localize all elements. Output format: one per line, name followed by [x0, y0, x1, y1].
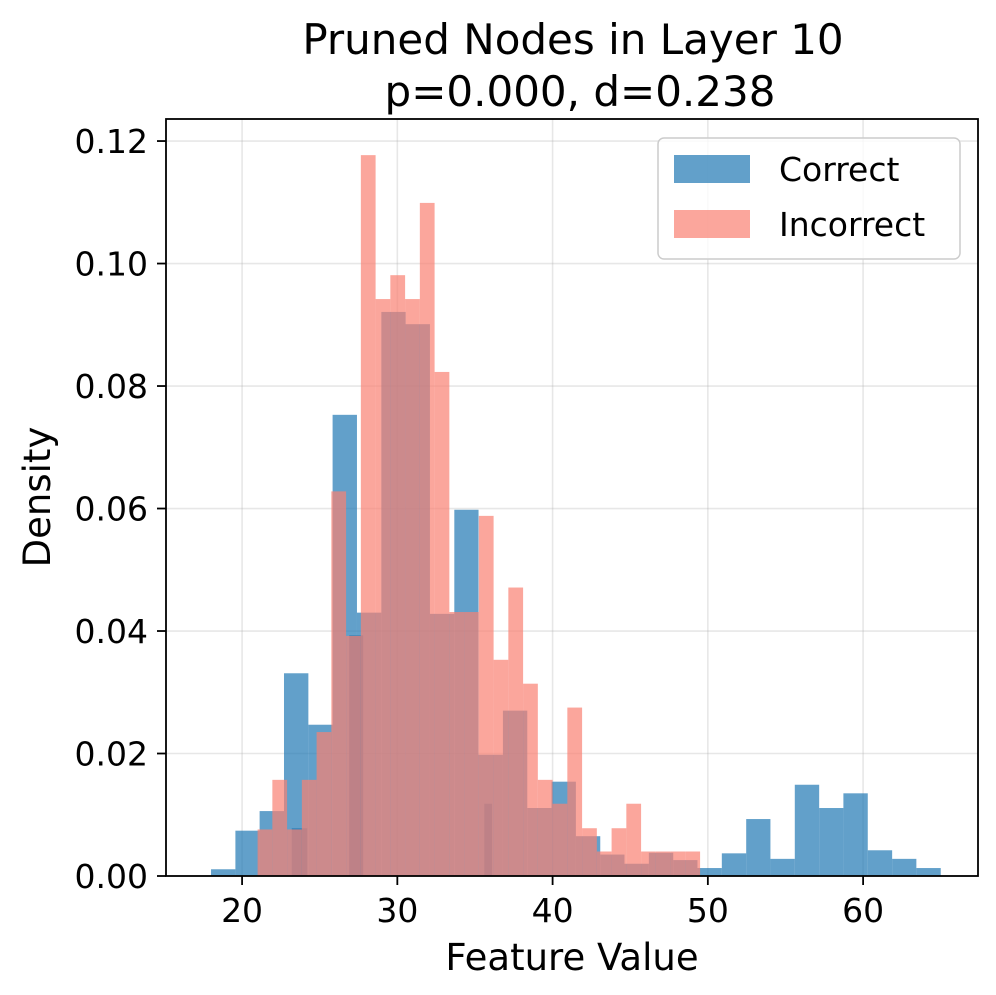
x-axis-ticks: 20 30 40 50 60	[221, 876, 884, 930]
legend-label-incorrect: Incorrect	[779, 205, 925, 244]
bar-correct-23	[697, 868, 722, 876]
bar-incorrect-13	[449, 612, 465, 876]
bar-incorrect-12	[434, 371, 450, 876]
y-tick-label-4: 0.08	[75, 367, 148, 406]
y-tick-label-2: 0.04	[75, 612, 148, 651]
bar-incorrect-18	[523, 683, 538, 876]
y-tick-label-5: 0.10	[75, 245, 148, 284]
legend-swatch-incorrect	[674, 210, 750, 238]
x-tick-label-2: 40	[532, 891, 574, 930]
x-axis-label: Feature Value	[445, 936, 698, 979]
bar-incorrect-6	[346, 635, 361, 876]
legend-swatch-correct	[674, 155, 750, 183]
bar-incorrect-25	[626, 803, 642, 876]
bar-correct-24	[721, 853, 747, 876]
bar-incorrect-24	[611, 828, 627, 876]
bar-incorrect-5	[331, 491, 347, 876]
x-tick-label-0: 20	[221, 891, 263, 930]
legend-label-correct: Correct	[779, 150, 900, 189]
bar-incorrect-20	[552, 803, 568, 876]
bar-incorrect-19	[537, 779, 553, 876]
y-tick-label-0: 0.00	[75, 857, 148, 896]
x-tick-label-4: 60	[842, 891, 884, 930]
bar-correct-32	[916, 868, 941, 876]
y-tick-label-1: 0.02	[75, 735, 148, 774]
y-axis-label: Density	[16, 427, 59, 568]
bar-incorrect-21	[567, 707, 583, 876]
plot-frame	[165, 118, 979, 877]
bar-correct-30	[867, 850, 893, 876]
bar-incorrect-29	[685, 851, 701, 876]
x-tick-label-1: 30	[376, 891, 418, 930]
bar-incorrect-7	[360, 155, 376, 876]
bar-correct-0	[211, 869, 236, 876]
chart-subtitle: p=0.000, d=0.238	[385, 67, 776, 116]
bar-correct-27	[794, 784, 820, 876]
bar-incorrect-28	[670, 851, 686, 876]
bar-incorrect-0	[257, 829, 273, 876]
bar-incorrect-16	[493, 659, 509, 876]
y-axis-ticks: 0.00 0.02 0.04 0.06 0.08 0.10 0.12	[75, 122, 166, 896]
bar-correct-29	[843, 793, 868, 876]
bar-incorrect-4	[316, 732, 332, 876]
bar-incorrect-3	[301, 779, 317, 876]
bar-incorrect-22	[582, 828, 597, 876]
bar-incorrect-27	[655, 851, 671, 876]
series-incorrect-bars	[257, 155, 701, 876]
y-tick-label-6: 0.12	[75, 122, 148, 161]
bar-incorrect-14	[464, 612, 479, 876]
bar-correct-25	[746, 819, 771, 876]
bar-correct-31	[892, 858, 917, 876]
y-tick-label-3: 0.06	[75, 490, 148, 529]
bar-incorrect-17	[508, 587, 524, 876]
bar-correct-28	[819, 808, 844, 876]
bar-incorrect-15	[478, 515, 494, 876]
chart-title: Pruned Nodes in Layer 10	[302, 15, 843, 64]
bar-incorrect-9	[390, 275, 406, 876]
bar-correct-26	[770, 858, 795, 876]
bar-incorrect-8	[375, 299, 391, 876]
x-tick-label-3: 50	[687, 891, 729, 930]
bar-incorrect-11	[419, 202, 435, 876]
bar-incorrect-10	[405, 299, 420, 876]
bar-correct-1	[235, 830, 260, 876]
bar-incorrect-1	[272, 779, 288, 876]
legend: Correct Incorrect	[657, 137, 961, 260]
bar-incorrect-26	[641, 851, 656, 876]
bar-incorrect-23	[596, 851, 612, 876]
bar-incorrect-2	[287, 829, 302, 876]
